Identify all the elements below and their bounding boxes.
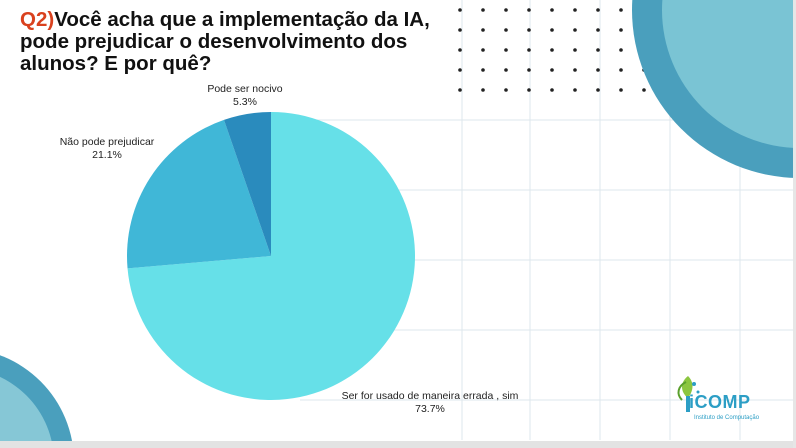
decor-dot xyxy=(550,68,554,72)
decor-dot xyxy=(458,48,462,52)
decor-dot xyxy=(527,68,531,72)
logo-node-icon xyxy=(696,390,700,394)
slice-name: Não pode prejudicar xyxy=(59,136,155,148)
decor-dot xyxy=(596,28,600,32)
logo-wordmark: iCOMP xyxy=(689,392,751,412)
decor-dot xyxy=(642,88,646,92)
decor-dot xyxy=(504,68,508,72)
decor-dot xyxy=(481,8,485,12)
slice-percent: 21.1% xyxy=(92,149,122,161)
decor-dot xyxy=(527,48,531,52)
slice-name: Pode ser nocivo xyxy=(207,83,283,95)
logo-node-icon xyxy=(692,382,696,386)
decor-dot xyxy=(527,28,531,32)
slice-name: Ser for usado de maneira errada , sim xyxy=(341,390,519,402)
decor-dot xyxy=(458,68,462,72)
decor-dot xyxy=(573,48,577,52)
decor-dot xyxy=(596,68,600,72)
bottom-strip xyxy=(0,441,796,448)
slice-percent: 73.7% xyxy=(415,403,445,415)
decor-dot xyxy=(481,48,485,52)
slice-percent: 5.3% xyxy=(233,96,257,108)
decor-dot xyxy=(458,88,462,92)
decor-dot xyxy=(481,88,485,92)
decor-dot xyxy=(550,28,554,32)
decor-dot xyxy=(527,8,531,12)
decor-dot xyxy=(504,88,508,92)
decor-dot xyxy=(504,48,508,52)
decor-dot xyxy=(550,88,554,92)
question-number: Q2) xyxy=(20,8,55,31)
decor-dot xyxy=(573,8,577,12)
logo-stem xyxy=(686,396,690,412)
slice-label-pode-ser-nocivo: Pode ser nocivo 5.3% xyxy=(190,83,300,109)
question-text: Você acha que a implementação da IA, pod… xyxy=(20,8,430,75)
bottom-circle-inner xyxy=(0,376,53,448)
decor-dot xyxy=(619,88,623,92)
logo-leaf-icon xyxy=(682,376,693,398)
pie-slice-1 xyxy=(127,119,272,269)
decor-dot xyxy=(619,8,623,12)
icomp-logo xyxy=(677,376,700,412)
page-title: Q2)Você acha que a implementação da IA, … xyxy=(20,9,440,75)
logo-leaf-icon xyxy=(677,381,687,401)
decor-dot xyxy=(619,48,623,52)
decor-dot xyxy=(596,88,600,92)
decor-dot xyxy=(504,28,508,32)
decor-dot xyxy=(481,28,485,32)
pie-slice-0 xyxy=(127,112,415,401)
pie-slice-2 xyxy=(223,112,271,256)
decor-dot xyxy=(573,68,577,72)
slice-label-nao-pode-prejudicar: Não pode prejudicar 21.1% xyxy=(47,136,167,162)
decor-dot xyxy=(573,28,577,32)
corner-circle-inner xyxy=(662,0,796,148)
decor-dot xyxy=(573,88,577,92)
decor-dot xyxy=(550,48,554,52)
decor-dot xyxy=(458,8,462,12)
decor-dot xyxy=(619,68,623,72)
decor-dot xyxy=(458,28,462,32)
right-edge xyxy=(793,0,796,448)
decor-dot xyxy=(596,8,600,12)
decor-dot xyxy=(619,28,623,32)
decor-dot xyxy=(550,8,554,12)
decor-dot xyxy=(504,8,508,12)
decor-dot xyxy=(527,88,531,92)
logo-subtitle: Instituto de Computação xyxy=(694,415,760,421)
decor-dot xyxy=(596,48,600,52)
slice-label-usado-errado: Ser for usado de maneira errada , sim 73… xyxy=(330,390,530,416)
decor-dot xyxy=(481,68,485,72)
